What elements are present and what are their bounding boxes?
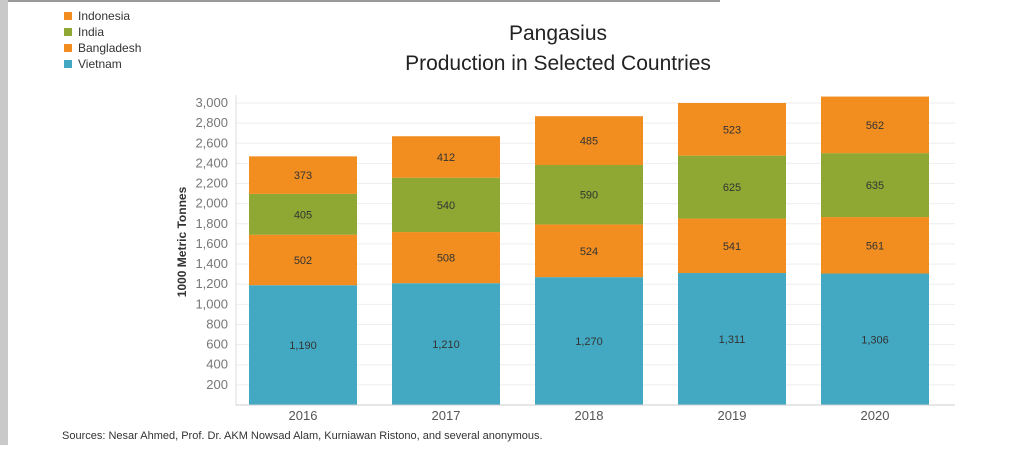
x-tick-label: 2020 (861, 408, 890, 423)
legend-label-bangladesh: Bangladesh (78, 41, 141, 55)
bar-segment-india-2019 (678, 155, 786, 219)
bar-segment-vietnam-2017 (392, 283, 500, 405)
segment-labels: 1,190 502 405 373 1,210 508 540 412 1,270 524 590 4… (289, 120, 889, 352)
bar-segment-indonesia-2018 (535, 116, 643, 166)
x-tick-label: 2016 (289, 408, 318, 423)
data-label-indonesia-2016: 373 (294, 170, 312, 182)
x-tick-label: 2017 (432, 408, 461, 423)
bars (249, 96, 929, 405)
bar-segment-india-2018 (535, 165, 643, 225)
data-label-vietnam-2019: 1,311 (719, 334, 746, 346)
bar-segment-indonesia-2016 (249, 156, 357, 194)
y-axis-label: 1000 Metric Tonnes (175, 186, 189, 297)
data-label-bangladesh-2020: 561 (866, 240, 884, 252)
data-label-vietnam-2020: 1,306 (861, 334, 889, 346)
bar-segment-vietnam-2018 (535, 277, 643, 405)
x-tick-label: 2018 (575, 408, 604, 423)
legend-label-india: India (78, 25, 104, 39)
bar-segment-bangladesh-2017 (392, 232, 500, 284)
y-axis: 200 400 600 800 1,000 1,200 1,400 1,600 1,800 2,0… (195, 95, 237, 405)
bar-segment-vietnam-2019 (678, 273, 786, 405)
data-label-bangladesh-2018: 524 (580, 246, 598, 258)
data-label-india-2017: 540 (437, 200, 455, 212)
bar-segment-bangladesh-2020 (821, 217, 929, 274)
bar-segment-vietnam-2020 (821, 273, 929, 405)
data-label-vietnam-2017: 1,210 (432, 339, 460, 351)
y-tick-label: 2,000 (195, 196, 228, 211)
bar-segment-india-2020 (821, 153, 929, 218)
window-edge (0, 0, 8, 445)
y-tick-label: 2,400 (195, 155, 228, 170)
legend-label-vietnam: Vietnam (78, 57, 122, 71)
data-label-indonesia-2018: 485 (580, 136, 598, 148)
data-label-india-2019: 625 (723, 182, 741, 194)
data-label-india-2018: 590 (580, 190, 598, 202)
data-label-bangladesh-2019: 541 (723, 241, 741, 253)
y-tick-label: 1,800 (195, 216, 228, 231)
data-label-bangladesh-2017: 508 (437, 253, 455, 265)
y-tick-label: 200 (206, 377, 228, 392)
bar-segment-indonesia-2020 (821, 96, 929, 154)
y-tick-label: 1,600 (195, 236, 228, 251)
source-note: Sources: Nesar Ahmed, Prof. Dr. AKM Nows… (62, 430, 543, 442)
y-tick-label: 2,200 (195, 176, 228, 191)
legend-swatch-bangladesh (64, 44, 72, 52)
y-tick-label: 400 (206, 357, 228, 372)
bar-segment-vietnam-2016 (249, 285, 357, 405)
data-label-indonesia-2017: 412 (437, 152, 455, 164)
bar-segment-bangladesh-2019 (678, 218, 786, 274)
bar-segment-india-2016 (249, 193, 357, 235)
top-divider (8, 0, 720, 2)
y-tick-label: 3,000 (195, 95, 228, 110)
bar-segment-bangladesh-2018 (535, 224, 643, 278)
chart-title-line-2: Production in Selected Countries (405, 52, 711, 75)
y-tick-label: 600 (206, 337, 228, 352)
data-label-indonesia-2019: 523 (723, 124, 741, 136)
legend: Indonesia India Bangladesh Vietnam (64, 9, 141, 71)
data-label-vietnam-2016: 1,190 (289, 340, 317, 352)
data-label-vietnam-2018: 1,270 (575, 336, 603, 348)
bar-segment-bangladesh-2016 (249, 234, 357, 286)
y-tick-label: 2,600 (195, 135, 228, 150)
y-tick-label: 2,800 (195, 115, 228, 130)
data-label-indonesia-2020: 562 (866, 120, 884, 132)
bar-segment-indonesia-2017 (392, 136, 500, 178)
legend-swatch-vietnam (64, 60, 72, 68)
legend-swatch-india (64, 28, 72, 36)
legend-label-indonesia: Indonesia (78, 9, 130, 23)
data-label-bangladesh-2016: 502 (294, 255, 312, 267)
y-tick-label: 1,000 (195, 296, 228, 311)
data-label-india-2020: 635 (866, 180, 884, 192)
y-tick-label: 800 (206, 316, 228, 331)
y-tick-label: 1,200 (195, 276, 228, 291)
bar-segment-india-2017 (392, 177, 500, 233)
x-axis: 2016 2017 2018 2019 2020 (236, 404, 955, 423)
bar-segment-indonesia-2019 (678, 103, 786, 156)
chart-title-line-1: Pangasius (509, 22, 607, 45)
data-label-india-2016: 405 (294, 209, 312, 221)
legend-swatch-indonesia (64, 12, 72, 20)
x-tick-label: 2019 (718, 408, 747, 423)
y-tick-label: 1,400 (195, 256, 228, 271)
